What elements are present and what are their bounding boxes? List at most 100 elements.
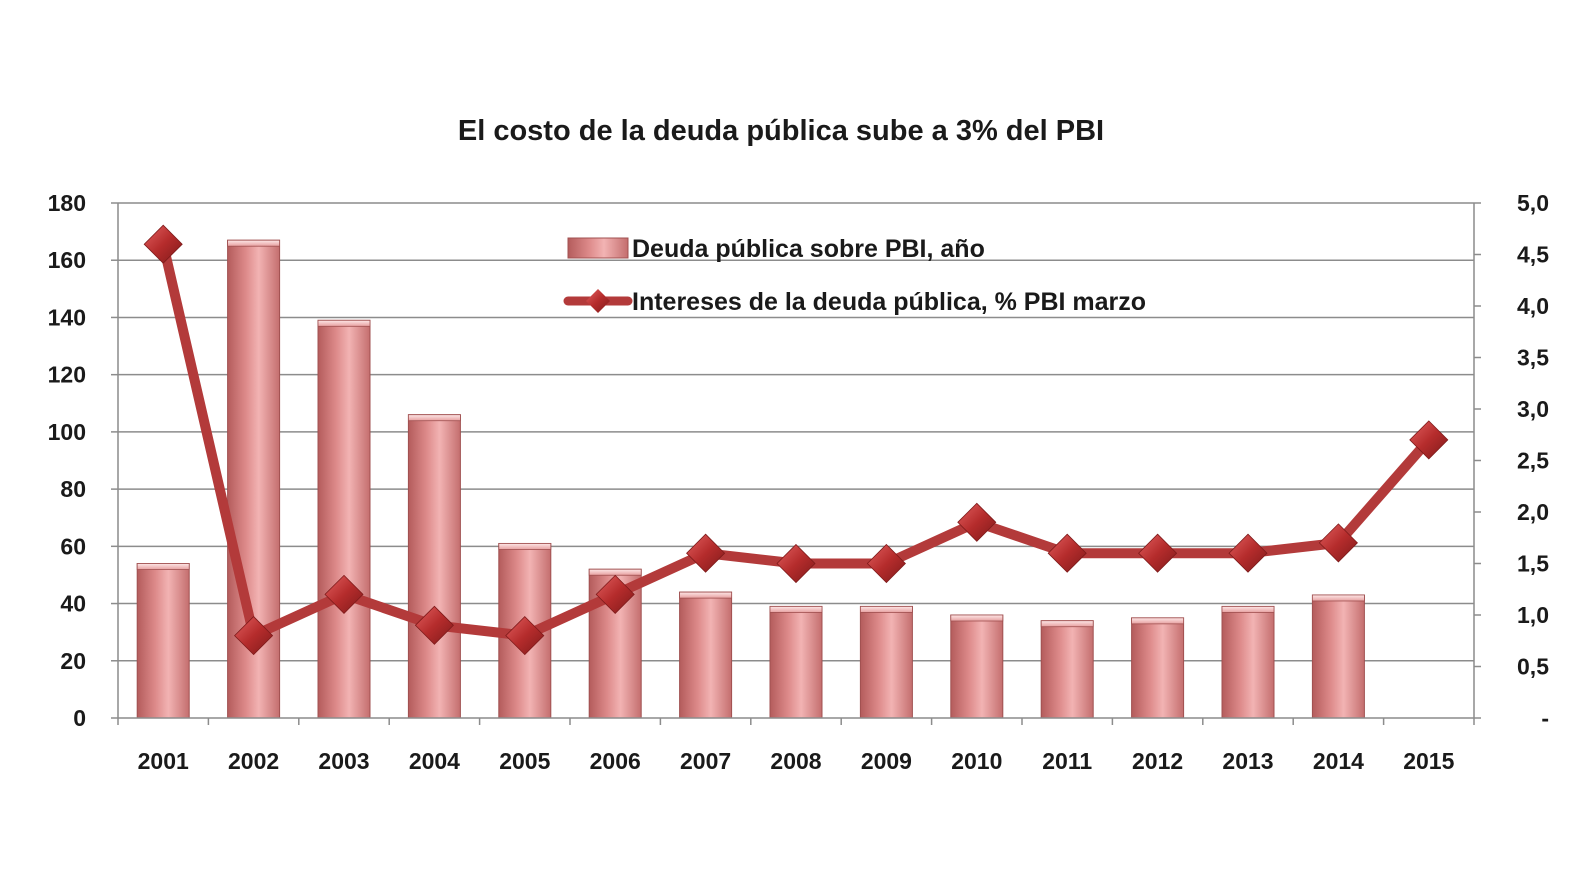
right-tick-label-2: 1,0 bbox=[1517, 602, 1549, 628]
bar-2001 bbox=[136, 563, 190, 719]
bar-cap-2010 bbox=[950, 614, 1004, 622]
legend-bar-swatch bbox=[567, 237, 629, 259]
point-marker-2001 bbox=[143, 224, 183, 264]
left-tick-label-40: 40 bbox=[60, 591, 86, 617]
bar-body-2003 bbox=[317, 319, 371, 719]
bar-body-2008 bbox=[769, 605, 823, 719]
bar-2004 bbox=[407, 414, 461, 719]
left-tick-label-180: 180 bbox=[48, 190, 86, 216]
x-tick-label-2011: 2011 bbox=[1042, 748, 1092, 774]
left-tick-label-60: 60 bbox=[60, 533, 86, 559]
point-marker-2007 bbox=[686, 533, 726, 573]
bar-body-2013 bbox=[1221, 605, 1275, 719]
line-series bbox=[143, 224, 1449, 656]
bar-body-2010 bbox=[950, 614, 1004, 719]
x-tick-label-2010: 2010 bbox=[951, 748, 1002, 774]
legend-item-bars: Deuda pública sobre PBI, año bbox=[567, 235, 985, 263]
bar-body-2007 bbox=[679, 591, 733, 719]
right-tick-label-9: 4,5 bbox=[1517, 242, 1549, 268]
bars bbox=[136, 239, 1365, 719]
x-tick-label-2002: 2002 bbox=[228, 748, 279, 774]
left-tick-label-120: 120 bbox=[48, 362, 86, 388]
legend: Deuda pública sobre PBI, año Intereses d… bbox=[563, 235, 1146, 316]
bar-body-2011 bbox=[1040, 620, 1094, 719]
bar-cap-2009 bbox=[860, 606, 913, 613]
left-axis-ticks: 0 20 40 60 80 100 120 140 160 180 bbox=[48, 190, 86, 731]
point-marker-2011 bbox=[1047, 533, 1087, 573]
bar-cap-2011 bbox=[1040, 620, 1094, 628]
right-tick-label-0: - bbox=[1541, 705, 1549, 731]
bar-2011 bbox=[1040, 620, 1094, 719]
x-tick-label-2004: 2004 bbox=[409, 748, 460, 774]
point-marker-2013 bbox=[1228, 533, 1268, 573]
point-marker-2006 bbox=[595, 574, 635, 614]
x-tick-label-2007: 2007 bbox=[680, 748, 731, 774]
x-axis-ticks: 2001 2002 2003 2004 2005 2006 2007 2008 2009 2010… bbox=[138, 748, 1455, 774]
right-axis-ticks: - 0,5 1,0 1,5 2,0 2,5 3,0 3,5 4,0 4,5 5,0 bbox=[1517, 190, 1549, 731]
bar-cap-2014 bbox=[1312, 594, 1365, 602]
x-tick-label-2014: 2014 bbox=[1313, 748, 1364, 774]
bar-body-2012 bbox=[1131, 617, 1185, 719]
point-marker-2004 bbox=[414, 605, 454, 645]
x-tick-label-2008: 2008 bbox=[770, 748, 821, 774]
bar-cap-2007 bbox=[679, 591, 732, 599]
bar-2008 bbox=[769, 605, 823, 719]
point-marker-2003 bbox=[324, 574, 364, 614]
right-tick-label-4: 2,0 bbox=[1517, 499, 1549, 525]
bar-2009 bbox=[859, 605, 913, 719]
bar-cap-2006 bbox=[588, 568, 642, 576]
point-marker-2014 bbox=[1318, 523, 1358, 563]
bar-cap-2008 bbox=[769, 606, 823, 613]
chart-title: El costo de la deuda pública sube a 3% d… bbox=[458, 115, 1104, 147]
bar-cap-2004 bbox=[407, 414, 461, 422]
bar-cap-2001 bbox=[136, 563, 190, 570]
bar-2007 bbox=[679, 591, 733, 719]
x-tick-label-2015: 2015 bbox=[1403, 748, 1454, 774]
bar-cap-2013 bbox=[1221, 606, 1275, 613]
point-marker-2009 bbox=[866, 543, 906, 584]
x-tick-label-2003: 2003 bbox=[318, 748, 369, 774]
bar-2013 bbox=[1221, 605, 1275, 719]
point-marker-2015 bbox=[1409, 420, 1449, 460]
right-tick-label-10: 5,0 bbox=[1517, 190, 1549, 216]
left-tick-label-0: 0 bbox=[73, 705, 86, 731]
bar-cap-2012 bbox=[1131, 617, 1184, 625]
left-tick-label-80: 80 bbox=[60, 476, 86, 502]
x-tick-label-2013: 2013 bbox=[1222, 748, 1273, 774]
point-marker-2012 bbox=[1138, 533, 1178, 573]
point-marker-2002 bbox=[234, 616, 274, 656]
point-marker-2008 bbox=[776, 543, 816, 584]
right-tick-label-3: 1,5 bbox=[1517, 551, 1549, 577]
bar-body-2014 bbox=[1311, 594, 1365, 719]
bar-body-2009 bbox=[859, 605, 913, 719]
bar-cap-2002 bbox=[227, 239, 281, 247]
bar-2003 bbox=[317, 319, 371, 719]
left-tick-label-140: 140 bbox=[48, 304, 86, 330]
bar-2012 bbox=[1131, 617, 1185, 719]
right-tick-label-5: 2,5 bbox=[1517, 448, 1549, 474]
right-tick-label-7: 3,5 bbox=[1517, 345, 1549, 371]
bar-cap-2003 bbox=[317, 319, 371, 327]
axes bbox=[111, 202, 1481, 725]
x-tick-label-2012: 2012 bbox=[1132, 748, 1183, 774]
legend-diamond-marker bbox=[586, 289, 610, 313]
x-tick-label-2001: 2001 bbox=[138, 748, 189, 774]
bar-cap-2005 bbox=[498, 543, 552, 550]
right-tick-label-8: 4,0 bbox=[1517, 293, 1549, 319]
point-marker-2005 bbox=[505, 616, 545, 656]
left-tick-label-20: 20 bbox=[60, 648, 86, 674]
bar-2010 bbox=[950, 614, 1004, 719]
right-tick-label-6: 3,0 bbox=[1517, 396, 1549, 422]
bar-body-2001 bbox=[136, 563, 190, 719]
legend-item-line: Intereses de la deuda pública, % PBI mar… bbox=[563, 288, 1146, 316]
bar-2014 bbox=[1311, 594, 1365, 719]
legend-label-bars: Deuda pública sobre PBI, año bbox=[632, 235, 985, 263]
x-tick-label-2005: 2005 bbox=[499, 748, 550, 774]
left-tick-label-100: 100 bbox=[48, 419, 86, 445]
x-tick-label-2006: 2006 bbox=[590, 748, 641, 774]
x-tick-label-2009: 2009 bbox=[861, 748, 912, 774]
right-tick-label-1: 0,5 bbox=[1517, 654, 1549, 680]
left-tick-label-160: 160 bbox=[48, 247, 86, 273]
legend-label-line: Intereses de la deuda pública, % PBI mar… bbox=[632, 288, 1146, 316]
